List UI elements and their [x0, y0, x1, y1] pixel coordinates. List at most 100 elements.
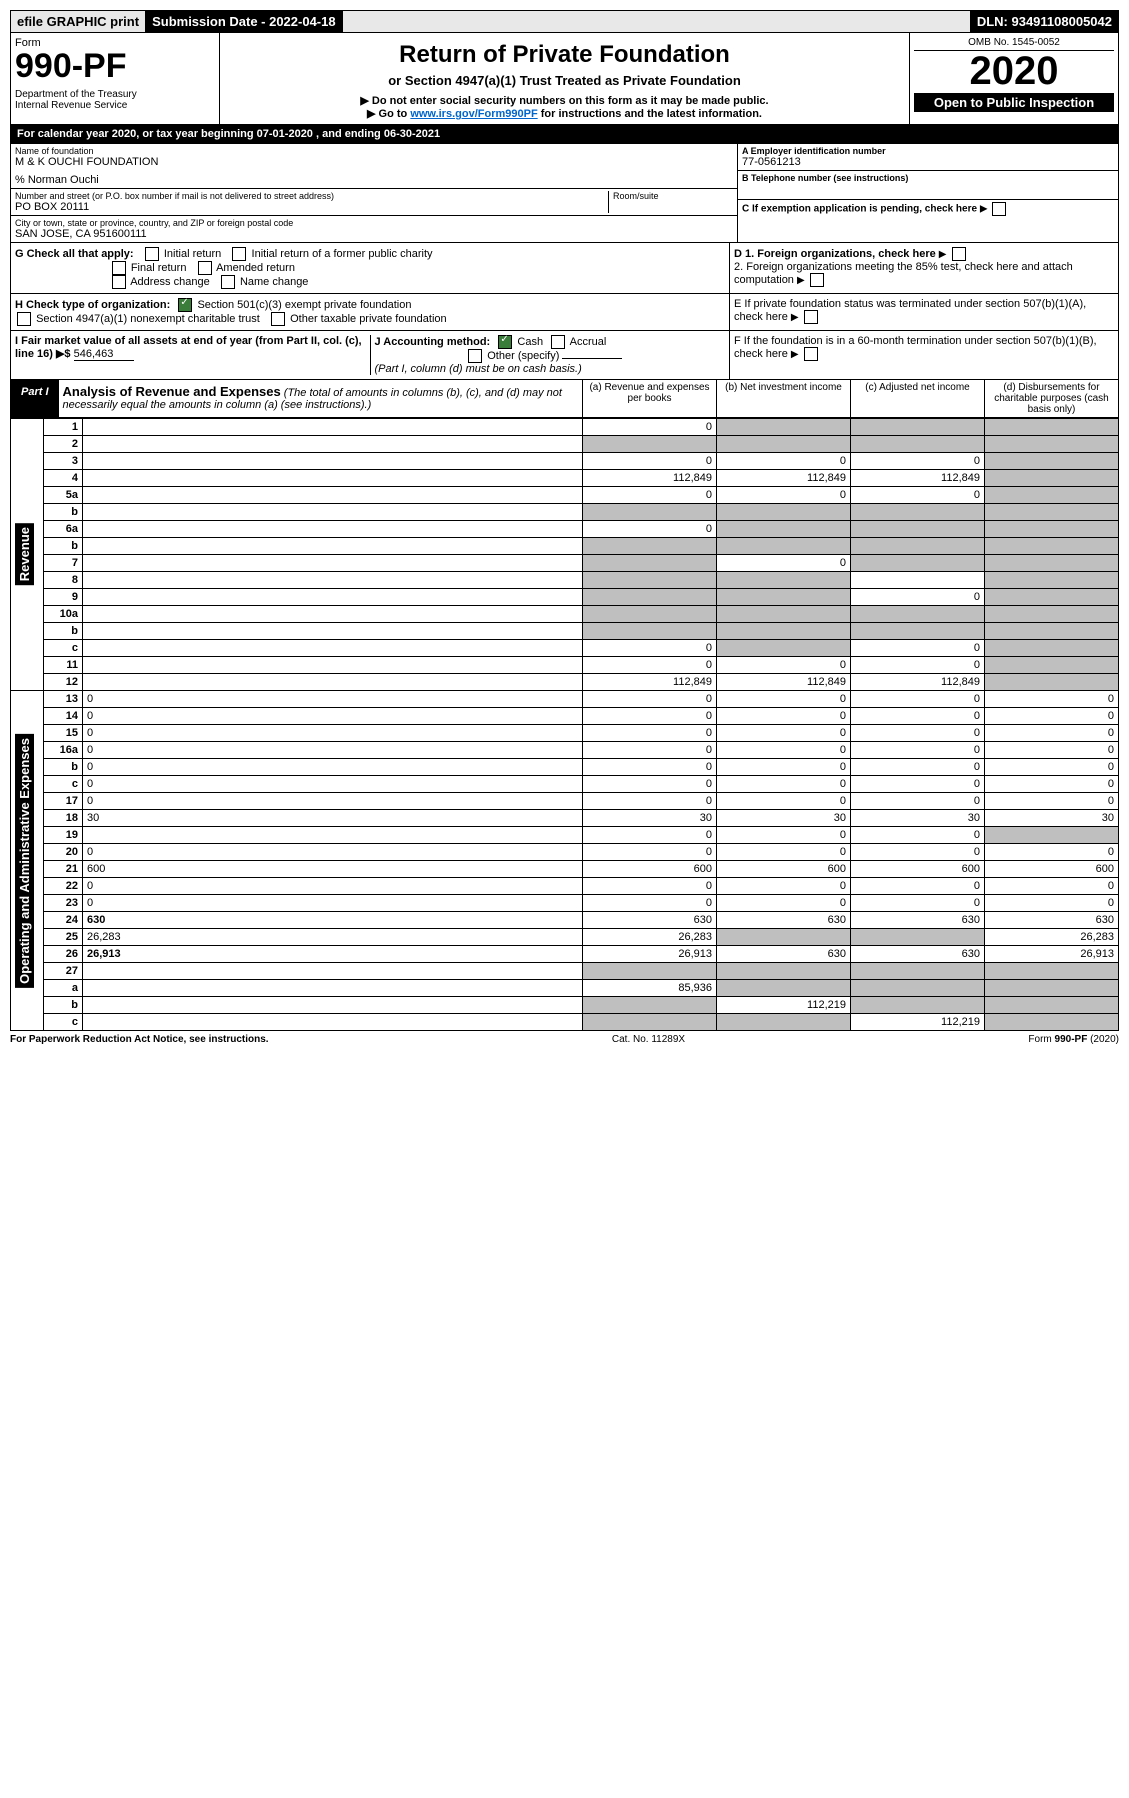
cell-d: 0: [985, 844, 1119, 861]
cell-d: [985, 980, 1119, 997]
cell-c: [851, 419, 985, 436]
cell-d: 0: [985, 878, 1119, 895]
chk-initial[interactable]: [145, 247, 159, 261]
cell-b: [717, 521, 851, 538]
chk-other-acct[interactable]: [468, 349, 482, 363]
chk-initial-former[interactable]: [232, 247, 246, 261]
dept: Department of the Treasury Internal Reve…: [15, 89, 215, 111]
chk-cash[interactable]: [498, 335, 512, 349]
cell-d: [985, 606, 1119, 623]
cell-d: [985, 470, 1119, 487]
checkbox-c[interactable]: [992, 202, 1006, 216]
line-number: 22: [44, 878, 83, 895]
line-desc: [83, 997, 583, 1014]
chk-accrual[interactable]: [551, 335, 565, 349]
chk-501c3[interactable]: [178, 298, 192, 312]
cell-d: [985, 538, 1119, 555]
cell-a: 600: [583, 861, 717, 878]
cell-d: [985, 555, 1119, 572]
line-number: 2: [44, 436, 83, 453]
cell-b: 630: [717, 912, 851, 929]
note-1: ▶ Do not enter social security numbers o…: [224, 94, 905, 107]
line-number: 20: [44, 844, 83, 861]
chk-d1[interactable]: [952, 247, 966, 261]
cell-c: 0: [851, 487, 985, 504]
city-cell: City or town, state or province, country…: [11, 216, 737, 242]
line-desc: [83, 436, 583, 453]
cell-a: 26,283: [583, 929, 717, 946]
chk-final[interactable]: [112, 261, 126, 275]
cell-c: 0: [851, 793, 985, 810]
cell-d: [985, 419, 1119, 436]
line-number: 15: [44, 725, 83, 742]
cell-d: [985, 827, 1119, 844]
year-block: OMB No. 1545-0052 2020 Open to Public In…: [910, 33, 1118, 124]
cell-d: 600: [985, 861, 1119, 878]
line-desc: 0: [83, 878, 583, 895]
i-label: I Fair market value of all assets at end…: [15, 335, 362, 360]
d1-label: D 1. Foreign organizations, check here: [734, 248, 936, 260]
cell-a: 0: [583, 895, 717, 912]
line-desc: 630: [83, 912, 583, 929]
chk-amended[interactable]: [198, 261, 212, 275]
cell-d: [985, 657, 1119, 674]
line-number: a: [44, 980, 83, 997]
row-g: G Check all that apply: Initial return I…: [10, 243, 1119, 294]
line-number: b: [44, 538, 83, 555]
cell-d: 0: [985, 776, 1119, 793]
cell-a: 112,849: [583, 470, 717, 487]
cell-d: [985, 436, 1119, 453]
irs-link[interactable]: www.irs.gov/Form990PF: [410, 108, 537, 120]
line-desc: [83, 623, 583, 640]
chk-d2[interactable]: [810, 273, 824, 287]
cell-b: 600: [717, 861, 851, 878]
line-number: 26: [44, 946, 83, 963]
cell-b: 0: [717, 878, 851, 895]
cell-a: 0: [583, 725, 717, 742]
cell-b: 630: [717, 946, 851, 963]
chk-f[interactable]: [804, 347, 818, 361]
cell-b: [717, 589, 851, 606]
chk-address[interactable]: [112, 275, 126, 289]
line-number: 7: [44, 555, 83, 572]
cell-c: [851, 997, 985, 1014]
cell-a: 0: [583, 657, 717, 674]
col-b-header: (b) Net investment income: [716, 380, 850, 417]
cell-b: 30: [717, 810, 851, 827]
page-footer: For Paperwork Reduction Act Notice, see …: [10, 1031, 1119, 1048]
cell-c: [851, 606, 985, 623]
cell-a: 0: [583, 793, 717, 810]
cell-c: [851, 538, 985, 555]
line-number: 11: [44, 657, 83, 674]
cell-c: [851, 623, 985, 640]
cell-c: 630: [851, 946, 985, 963]
line-desc: 0: [83, 691, 583, 708]
chk-other-tax[interactable]: [271, 312, 285, 326]
cell-a: [583, 436, 717, 453]
row-h: H Check type of organization: Section 50…: [10, 294, 1119, 331]
cell-b: 0: [717, 657, 851, 674]
cell-c: 0: [851, 878, 985, 895]
cell-b: 112,219: [717, 997, 851, 1014]
cell-b: 0: [717, 742, 851, 759]
line-number: 24: [44, 912, 83, 929]
line-number: b: [44, 759, 83, 776]
chk-name[interactable]: [221, 275, 235, 289]
line-desc: [83, 555, 583, 572]
cell-c: 630: [851, 912, 985, 929]
cell-d: 0: [985, 691, 1119, 708]
cell-a: [583, 504, 717, 521]
line-desc: [83, 504, 583, 521]
chk-e[interactable]: [804, 310, 818, 324]
cell-a: 0: [583, 759, 717, 776]
cell-d: 26,913: [985, 946, 1119, 963]
cell-c: 0: [851, 640, 985, 657]
line-desc: 0: [83, 759, 583, 776]
line-number: 19: [44, 827, 83, 844]
chk-4947[interactable]: [17, 312, 31, 326]
cell-a: [583, 606, 717, 623]
cell-c: [851, 504, 985, 521]
cell-b: [717, 929, 851, 946]
cell-d: [985, 963, 1119, 980]
f-label: F If the foundation is in a 60-month ter…: [734, 335, 1097, 360]
